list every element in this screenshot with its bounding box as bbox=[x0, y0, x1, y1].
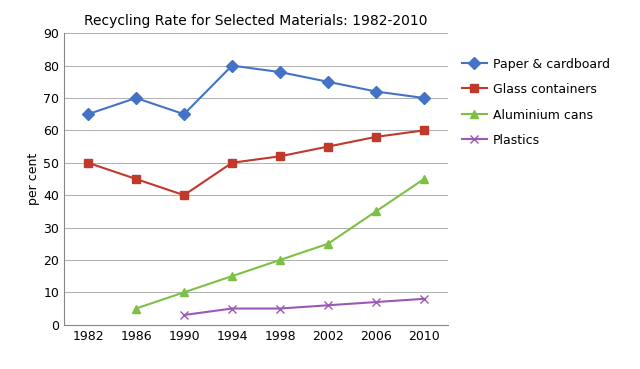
Glass containers bbox=[372, 135, 380, 139]
Aluminium cans bbox=[420, 177, 428, 181]
Glass containers bbox=[132, 177, 140, 181]
Glass containers bbox=[228, 161, 236, 165]
Paper & cardboard bbox=[372, 89, 380, 94]
Plastics bbox=[420, 297, 428, 301]
Plastics bbox=[324, 303, 332, 307]
Glass containers bbox=[180, 193, 188, 197]
Aluminium cans bbox=[180, 290, 188, 294]
Paper & cardboard bbox=[420, 96, 428, 100]
Plastics bbox=[180, 313, 188, 317]
Paper & cardboard bbox=[324, 80, 332, 84]
Paper & cardboard bbox=[84, 112, 92, 116]
Glass containers bbox=[324, 144, 332, 149]
Aluminium cans bbox=[132, 306, 140, 311]
Glass containers bbox=[276, 154, 284, 159]
Aluminium cans bbox=[324, 242, 332, 246]
Line: Aluminium cans: Aluminium cans bbox=[132, 175, 428, 313]
Paper & cardboard bbox=[132, 96, 140, 100]
Aluminium cans bbox=[276, 258, 284, 262]
Glass containers bbox=[420, 128, 428, 132]
Paper & cardboard bbox=[276, 70, 284, 74]
Paper & cardboard bbox=[228, 63, 236, 68]
Plastics bbox=[228, 306, 236, 311]
Title: Recycling Rate for Selected Materials: 1982-2010: Recycling Rate for Selected Materials: 1… bbox=[84, 14, 428, 28]
Aluminium cans bbox=[228, 274, 236, 278]
Legend: Paper & cardboard, Glass containers, Aluminium cans, Plastics: Paper & cardboard, Glass containers, Alu… bbox=[458, 54, 614, 151]
Plastics bbox=[276, 306, 284, 311]
Plastics bbox=[372, 300, 380, 304]
Line: Plastics: Plastics bbox=[180, 294, 428, 319]
Aluminium cans bbox=[372, 209, 380, 214]
Y-axis label: per cent: per cent bbox=[28, 153, 40, 205]
Line: Glass containers: Glass containers bbox=[84, 126, 428, 199]
Line: Paper & cardboard: Paper & cardboard bbox=[84, 61, 428, 118]
Paper & cardboard bbox=[180, 112, 188, 116]
Glass containers bbox=[84, 161, 92, 165]
